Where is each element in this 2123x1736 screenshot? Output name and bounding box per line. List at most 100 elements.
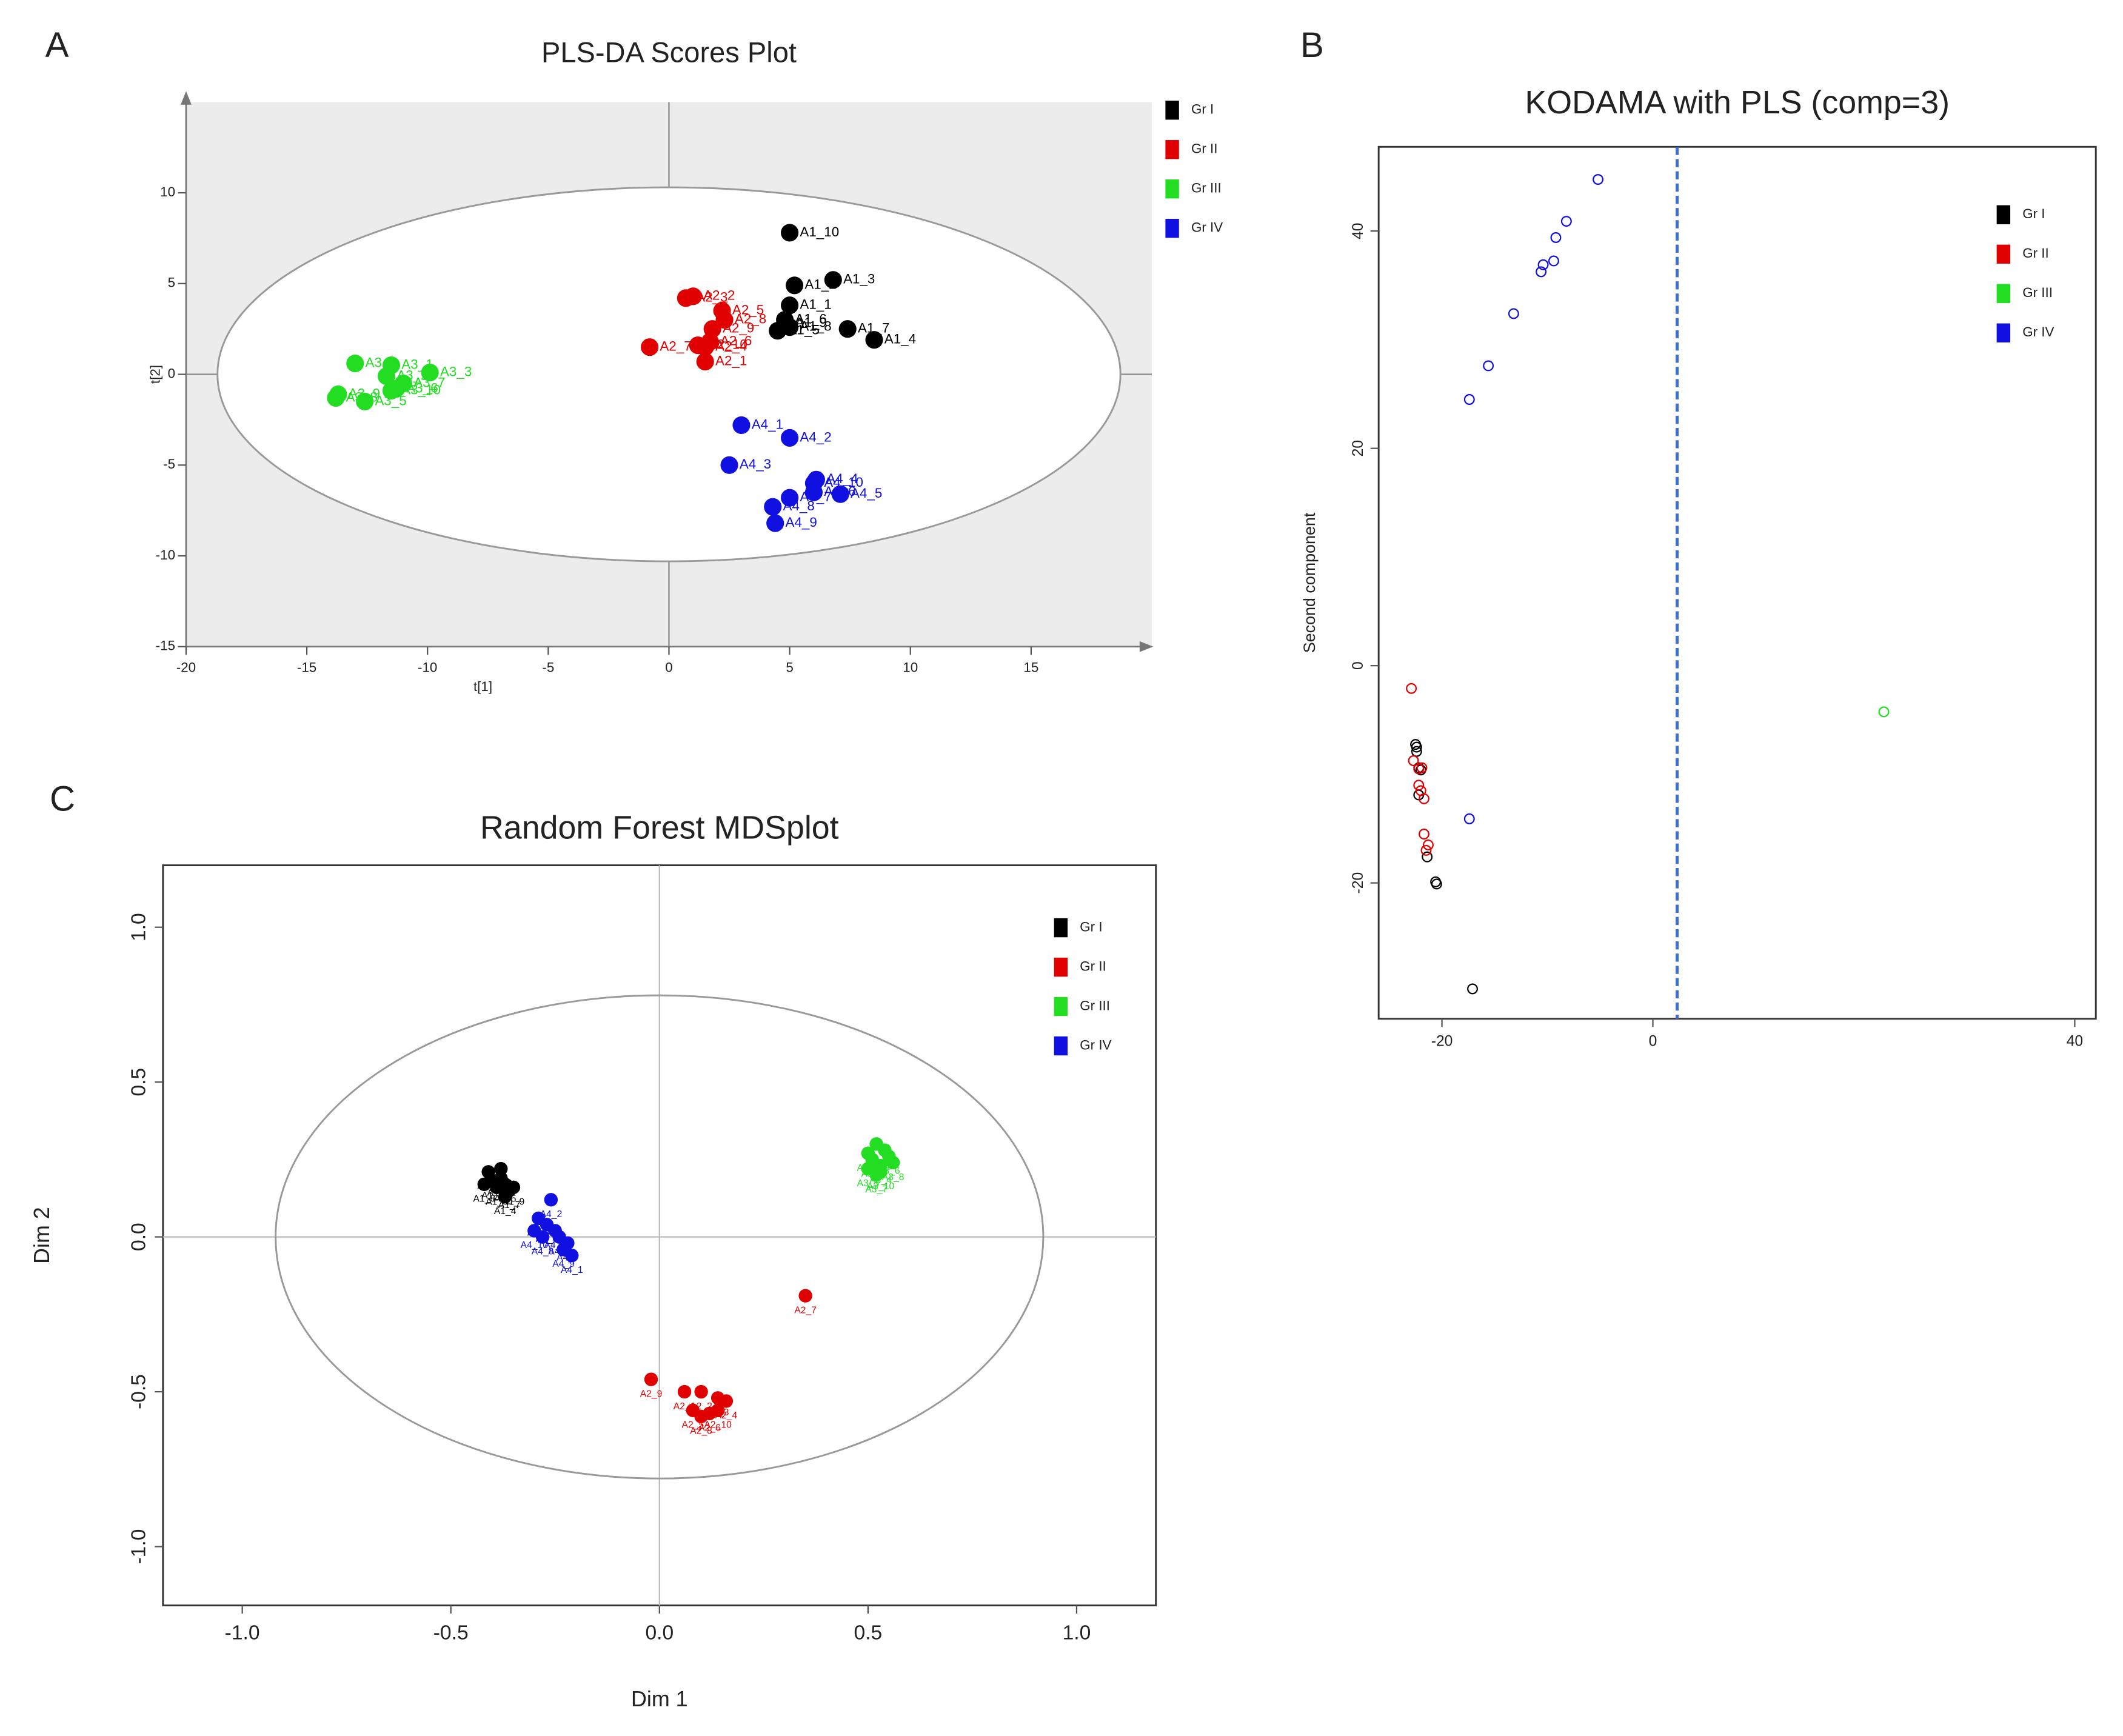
data-point [781, 429, 799, 447]
point-label: A2_9 [640, 1389, 663, 1399]
point-label: A3_8 [882, 1172, 904, 1183]
point-label: A3_4 [366, 355, 397, 370]
legend-label: Gr I [1191, 102, 1214, 117]
x-axis-label: Dim 1 [631, 1687, 688, 1711]
point-label: A3_7 [865, 1184, 888, 1195]
y-tick-label: -1.0 [128, 1529, 150, 1564]
y-axis-label: Second component [1300, 512, 1319, 653]
legend-swatch [1165, 219, 1179, 238]
legend-label: Gr III [1080, 998, 1110, 1013]
data-point [494, 1162, 508, 1176]
x-tick-label: 40 [2067, 1033, 2083, 1049]
point-label: A4_5 [851, 486, 882, 501]
data-point [786, 276, 804, 295]
data-point [696, 353, 714, 371]
data-point [1508, 308, 1519, 319]
legend-swatch [1054, 957, 1068, 977]
x-axis-label: t[1] [473, 679, 492, 694]
panel-letter: B [1300, 25, 1324, 65]
data-point [677, 289, 695, 307]
data-point [1419, 793, 1429, 804]
point-label: A1_8 [800, 319, 831, 334]
point-label: A3_10 [401, 382, 441, 397]
point-label: A1_4 [884, 332, 916, 347]
data-point [1420, 844, 1432, 856]
y-tick-label: 0.5 [128, 1068, 150, 1097]
data-point [1537, 259, 1549, 270]
y-tick-label: -15 [156, 638, 175, 653]
point-label: A1_4 [494, 1206, 517, 1217]
legend-swatch [1996, 244, 2011, 264]
y-tick-label: 0 [168, 366, 175, 381]
data-point [677, 1384, 692, 1399]
y-tick-label: -5 [163, 456, 175, 472]
data-point [1560, 216, 1572, 227]
data-point [764, 498, 782, 516]
data-point [382, 381, 401, 400]
legend-swatch [1054, 1036, 1068, 1056]
data-point [498, 1190, 512, 1204]
y-tick-label: 40 [1350, 222, 1366, 239]
data-point [1548, 255, 1559, 267]
data-point [710, 1403, 725, 1417]
point-label: A4_1 [561, 1265, 583, 1275]
axis-arrow [180, 91, 192, 105]
point-label: A2_4 [715, 339, 747, 354]
data-point [766, 514, 784, 532]
x-tick-label: 10 [903, 660, 918, 675]
y-tick-label: 10 [160, 184, 175, 199]
data-point [781, 224, 799, 242]
data-point [824, 271, 842, 289]
point-label: A4_9 [552, 1259, 575, 1269]
data-point [719, 1394, 734, 1408]
data-point [1408, 755, 1419, 766]
point-label: A3_3 [440, 364, 472, 379]
point-label: A3_7 [413, 375, 445, 390]
x-tick-label: 0.5 [854, 1622, 883, 1644]
legend-swatch [1996, 323, 2011, 342]
data-point [1550, 232, 1562, 243]
point-label: A2_9 [723, 321, 754, 336]
panel-letter: C [50, 780, 75, 819]
legend-swatch [1996, 205, 2011, 224]
legend-label: Gr I [2022, 206, 2045, 221]
point-label: A1_8 [473, 1194, 495, 1204]
data-point [329, 385, 347, 404]
data-point [1536, 266, 1547, 278]
data-point [1411, 741, 1422, 753]
y-tick-label: -0.5 [128, 1374, 150, 1409]
legend-label: Gr II [1080, 958, 1106, 973]
confidence-ellipse [275, 994, 1045, 1480]
chart-title: KODAMA with PLS (comp=3) [1525, 84, 1950, 121]
data-point [494, 1171, 508, 1185]
x-tick-label: -15 [297, 660, 316, 675]
data-point [838, 320, 857, 338]
point-label: A2_5 [732, 302, 764, 318]
point-label: A4_10 [521, 1240, 549, 1250]
y-axis-label: t[2] [148, 365, 163, 384]
data-point [865, 331, 883, 349]
data-point [1416, 762, 1428, 773]
data-point [781, 489, 799, 507]
point-label: A2_7 [660, 339, 691, 354]
point-label: A2_10 [708, 337, 747, 352]
data-point [644, 1372, 658, 1386]
y-tick-label: 20 [1350, 440, 1366, 456]
data-point [421, 363, 439, 382]
point-label: A1_6 [795, 312, 826, 327]
data-point [506, 1180, 521, 1195]
legend-swatch [1996, 284, 2011, 303]
x-tick-label: 15 [1023, 660, 1038, 675]
point-label: A2_2 [703, 288, 735, 303]
legend-label: Gr II [2022, 245, 2049, 261]
data-point [874, 1165, 888, 1179]
data-point [544, 1193, 558, 1207]
legend-swatch [1054, 997, 1068, 1017]
point-label: A4_8 [532, 1246, 554, 1257]
data-point [694, 1409, 708, 1424]
data-point [477, 1177, 491, 1191]
point-label: A4_3 [740, 456, 771, 472]
point-label: A4_2 [800, 429, 831, 444]
x-tick-label: -5 [542, 660, 554, 675]
